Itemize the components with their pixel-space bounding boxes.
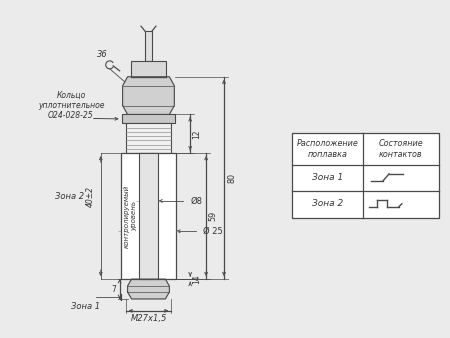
Bar [139,153,158,279]
Bar [130,61,166,77]
Text: Зона 2: Зона 2 [312,199,343,208]
Text: Ø8: Ø8 [190,196,202,206]
Text: 12: 12 [193,129,202,139]
Text: Зона 1: Зона 1 [71,303,100,311]
Text: Зона 2: Зона 2 [55,192,84,201]
Text: 59: 59 [208,211,217,221]
Text: 80: 80 [227,173,236,183]
Bar [122,115,176,123]
Bar [292,133,439,218]
Text: Кольцо
уплотнительное
О24-028-25: Кольцо уплотнительное О24-028-25 [38,91,104,120]
Bar [126,123,171,153]
Text: Зона 1: Зона 1 [312,173,343,183]
Bar [121,153,176,279]
Text: 40±2: 40±2 [86,186,95,207]
Text: 36: 36 [97,50,108,59]
Text: Расположение
поплавка: Расположение поплавка [297,140,358,159]
Text: Ø 25: Ø 25 [203,227,223,236]
Polygon shape [123,77,174,115]
Text: 7: 7 [111,285,116,293]
Text: Состояние
контактов: Состояние контактов [378,140,423,159]
Text: M27x1,5: M27x1,5 [130,314,166,323]
Polygon shape [128,279,169,299]
Text: 14: 14 [193,274,202,284]
Bar [145,31,152,61]
Text: контролируемый
уровень: контролируемый уровень [124,185,137,248]
